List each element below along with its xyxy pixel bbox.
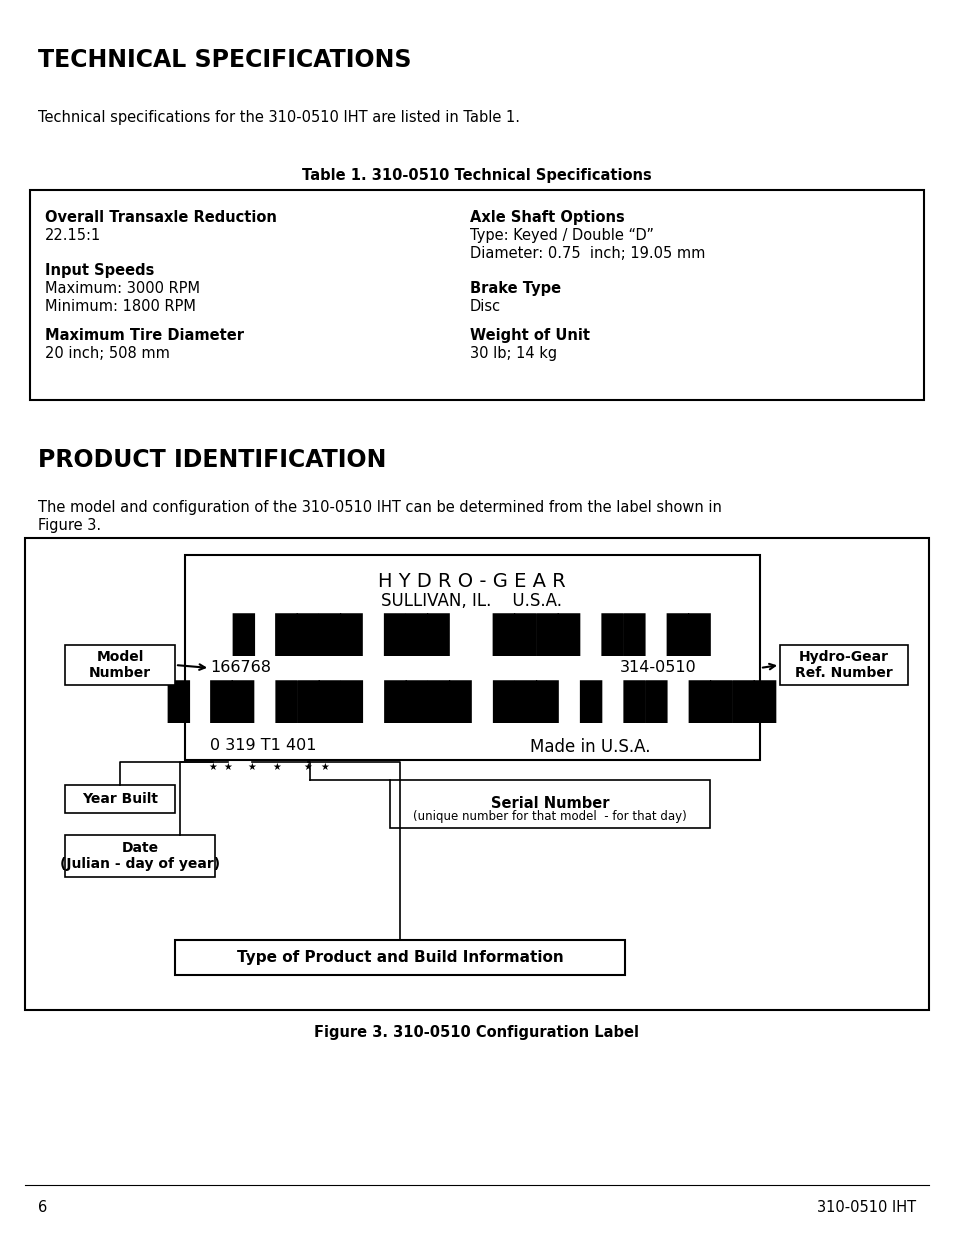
- Text: ★: ★: [273, 762, 281, 772]
- FancyBboxPatch shape: [65, 645, 174, 685]
- Text: Weight of Unit: Weight of Unit: [470, 329, 589, 343]
- Text: Table 1. 310-0510 Technical Specifications: Table 1. 310-0510 Technical Specificatio…: [302, 168, 651, 183]
- Text: Maximum Tire Diameter: Maximum Tire Diameter: [45, 329, 244, 343]
- FancyBboxPatch shape: [65, 835, 214, 877]
- Text: 314-0510: 314-0510: [619, 659, 696, 676]
- Text: ★: ★: [320, 762, 329, 772]
- Text: Maximum: 3000 RPM: Maximum: 3000 RPM: [45, 282, 200, 296]
- Text: PRODUCT IDENTIFICATION: PRODUCT IDENTIFICATION: [38, 448, 386, 472]
- Text: Figure 3.: Figure 3.: [38, 517, 101, 534]
- FancyBboxPatch shape: [390, 781, 709, 827]
- Text: 166768: 166768: [210, 659, 271, 676]
- Text: Overall Transaxle Reduction: Overall Transaxle Reduction: [45, 210, 276, 225]
- Text: H Y D R O - G E A R: H Y D R O - G E A R: [377, 572, 565, 592]
- Text: Axle Shaft Options: Axle Shaft Options: [470, 210, 624, 225]
- Text: █ ████ ███  ████ ██ ██: █ ████ ███ ████ ██ ██: [233, 613, 711, 656]
- FancyBboxPatch shape: [780, 645, 907, 685]
- Text: █ ██ ████ ████ ███ █ ██ ████: █ ██ ████ ████ ███ █ ██ ████: [168, 680, 776, 722]
- Text: ★: ★: [209, 762, 217, 772]
- Text: Technical specifications for the 310-0510 IHT are listed in Table 1.: Technical specifications for the 310-051…: [38, 110, 519, 125]
- Text: (unique number for that model  - for that day): (unique number for that model - for that…: [413, 810, 686, 823]
- Text: ★: ★: [223, 762, 233, 772]
- Bar: [30, 190, 923, 400]
- Text: Hydro-Gear
Ref. Number: Hydro-Gear Ref. Number: [794, 650, 892, 680]
- Text: Date
(Julian - day of year): Date (Julian - day of year): [60, 841, 220, 871]
- Bar: [185, 555, 760, 760]
- Text: Disc: Disc: [470, 299, 500, 314]
- Text: 310-0510 IHT: 310-0510 IHT: [816, 1200, 915, 1215]
- Text: 22.15:1: 22.15:1: [45, 228, 101, 243]
- Text: The model and configuration of the 310-0510 IHT can be determined from the label: The model and configuration of the 310-0…: [38, 500, 721, 515]
- Text: Input Speeds: Input Speeds: [45, 263, 154, 278]
- Text: Type: Keyed / Double “D”: Type: Keyed / Double “D”: [470, 228, 654, 243]
- FancyBboxPatch shape: [174, 940, 624, 974]
- Text: Figure 3. 310-0510 Configuration Label: Figure 3. 310-0510 Configuration Label: [314, 1025, 639, 1040]
- Text: Year Built: Year Built: [82, 792, 158, 806]
- Text: ★: ★: [248, 762, 256, 772]
- Text: Type of Product and Build Information: Type of Product and Build Information: [236, 950, 563, 965]
- FancyBboxPatch shape: [65, 785, 174, 813]
- Text: Brake Type: Brake Type: [470, 282, 560, 296]
- Text: SULLIVAN, IL.    U.S.A.: SULLIVAN, IL. U.S.A.: [381, 592, 562, 610]
- Text: Made in U.S.A.: Made in U.S.A.: [530, 739, 650, 756]
- Text: TECHNICAL SPECIFICATIONS: TECHNICAL SPECIFICATIONS: [38, 48, 411, 72]
- Text: 30 lb; 14 kg: 30 lb; 14 kg: [470, 346, 557, 361]
- Text: ★: ★: [303, 762, 312, 772]
- Text: Minimum: 1800 RPM: Minimum: 1800 RPM: [45, 299, 195, 314]
- Text: 20 inch; 508 mm: 20 inch; 508 mm: [45, 346, 170, 361]
- Bar: [25, 538, 928, 1010]
- Text: 0 319 T1 401: 0 319 T1 401: [210, 739, 316, 753]
- Text: Serial Number: Serial Number: [490, 797, 609, 811]
- Text: Model
Number: Model Number: [89, 650, 151, 680]
- Text: 6: 6: [38, 1200, 48, 1215]
- Text: Diameter: 0.75  inch; 19.05 mm: Diameter: 0.75 inch; 19.05 mm: [470, 246, 704, 261]
